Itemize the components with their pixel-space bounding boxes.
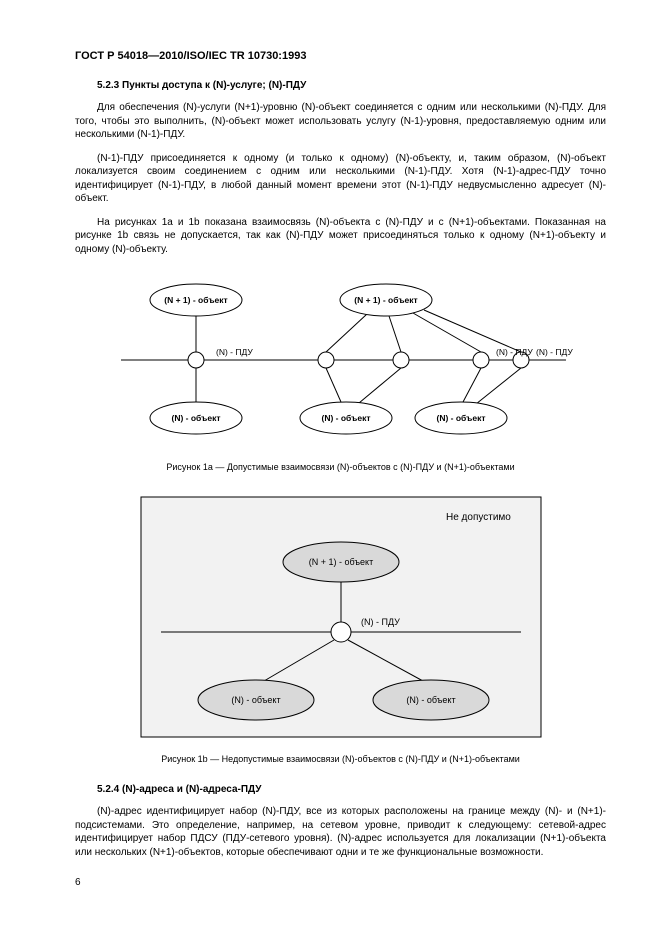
svg-text:(N) - ПДУ: (N) - ПДУ bbox=[216, 347, 253, 357]
paragraph-1: Для обеспечения (N)-услуги (N+1)-уровню … bbox=[75, 101, 606, 142]
svg-text:(N) - объект: (N) - объект bbox=[171, 413, 220, 423]
svg-text:(N + 1) - объект: (N + 1) - объект bbox=[308, 557, 372, 567]
paragraph-3: На рисунках 1a и 1b показана взаимосвязь… bbox=[75, 216, 606, 257]
svg-text:(N) - ПДУ: (N) - ПДУ bbox=[361, 617, 400, 627]
svg-text:(N) - объект: (N) - объект bbox=[436, 413, 485, 423]
svg-text:Не допустимо: Не допустимо bbox=[446, 512, 511, 523]
svg-text:(N) - ПДУ: (N) - ПДУ bbox=[496, 347, 533, 357]
document-header: ГОСТ Р 54018—2010/ISO/IEC TR 10730:1993 bbox=[75, 50, 606, 62]
svg-text:(N) - объект: (N) - объект bbox=[406, 695, 455, 705]
svg-text:(N) - ПДУ: (N) - ПДУ bbox=[536, 347, 573, 357]
figure-1a-diagram: (N) - ПДУ(N) - ПДУ(N) - ПДУ(N + 1) - объ… bbox=[101, 270, 581, 450]
figure-1b-diagram: Не допустимо (N) - ПДУ (N + 1) - объект (N)… bbox=[136, 492, 546, 742]
section-5-2-4-title: 5.2.4 (N)-адреса и (N)-адреса-ПДУ bbox=[75, 784, 606, 795]
paragraph-group-1: Для обеспечения (N)-услуги (N+1)-уровню … bbox=[75, 101, 606, 256]
svg-text:(N) - объект: (N) - объект bbox=[231, 695, 280, 705]
page-content: ГОСТ Р 54018—2010/ISO/IEC TR 10730:1993 … bbox=[0, 0, 661, 918]
figure-1a-caption: Рисунок 1a — Допустимые взаимосвязи (N)-… bbox=[75, 462, 606, 472]
figure-1b-caption: Рисунок 1b — Недопустимые взаимосвязи (N… bbox=[75, 754, 606, 764]
section-5-2-3-title: 5.2.3 Пункты доступа к (N)-услуге; (N)-П… bbox=[75, 80, 606, 91]
svg-text:(N + 1) - объект: (N + 1) - объект bbox=[164, 295, 227, 305]
svg-text:(N) - объект: (N) - объект bbox=[321, 413, 370, 423]
paragraph-2: (N-1)-ПДУ присоединяется к одному (и тол… bbox=[75, 152, 606, 206]
paragraph-4: (N)-адрес идентифицирует набор (N)-ПДУ, … bbox=[75, 805, 606, 859]
page-number: 6 bbox=[75, 877, 606, 888]
svg-text:(N + 1) - объект: (N + 1) - объект bbox=[354, 295, 417, 305]
